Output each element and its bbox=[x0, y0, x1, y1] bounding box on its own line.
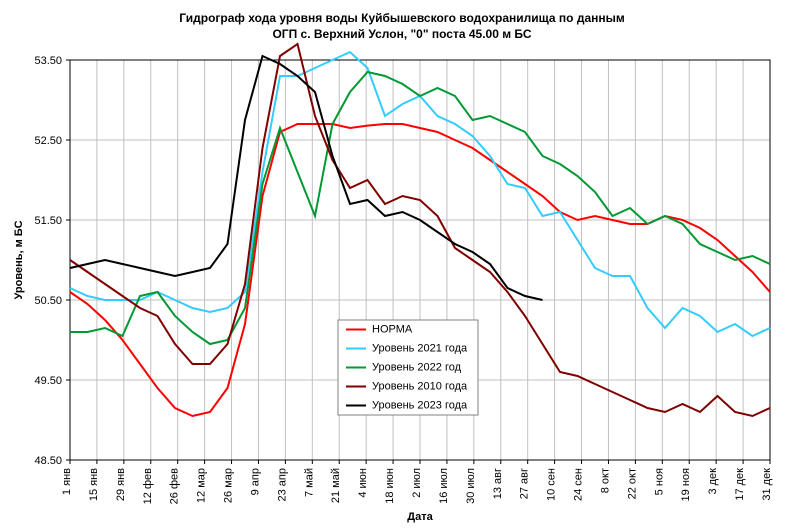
chart-container: { "chart": { "type": "line", "title_line… bbox=[0, 0, 804, 529]
x-tick-label: 24 сен bbox=[573, 468, 585, 501]
x-tick-label: 26 фев bbox=[169, 468, 181, 504]
y-tick-label: 49.50 bbox=[34, 375, 62, 387]
x-tick-label: 12 мар bbox=[196, 468, 208, 503]
x-tick-label: 13 авг bbox=[492, 468, 504, 499]
x-tick-label: 15 янв bbox=[88, 468, 100, 501]
y-tick-label: 51.50 bbox=[34, 215, 62, 227]
x-tick-label: 5 ноя bbox=[653, 468, 665, 495]
x-tick-label: 31 дек bbox=[761, 468, 773, 501]
y-tick-label: 50.50 bbox=[34, 295, 62, 307]
x-tick-label: 9 апр bbox=[249, 468, 261, 495]
x-tick-label: 1 янв bbox=[61, 468, 73, 495]
x-tick-label: 17 дек bbox=[734, 468, 746, 501]
hydrograph-chart: Гидрограф хода уровня воды Куйбышевского… bbox=[0, 0, 804, 529]
legend-label: Уровень 2021 года bbox=[372, 342, 468, 354]
x-tick-label: 29 янв bbox=[115, 468, 127, 501]
x-tick-label: 23 апр bbox=[276, 468, 288, 501]
y-tick-label: 53.50 bbox=[34, 55, 62, 67]
x-tick-label: 19 ноя bbox=[680, 468, 692, 501]
x-tick-label: 2 июл bbox=[411, 468, 423, 498]
x-tick-label: 7 май bbox=[303, 468, 315, 497]
x-axis-label: Дата bbox=[407, 511, 433, 523]
x-tick-label: 8 окт bbox=[599, 468, 611, 493]
x-tick-label: 26 мар bbox=[223, 468, 235, 503]
legend-label: Уровень 2010 года bbox=[372, 380, 468, 392]
x-tick-label: 30 июл bbox=[465, 468, 477, 504]
chart-title-2: ОГП с. Верхний Услон, "0" поста 45.00 м … bbox=[272, 27, 531, 41]
x-tick-label: 27 авг bbox=[519, 468, 531, 499]
x-tick-label: 12 фев bbox=[142, 468, 154, 504]
chart-title-1: Гидрограф хода уровня воды Куйбышевского… bbox=[179, 11, 625, 25]
x-tick-label: 18 июн bbox=[384, 468, 396, 504]
y-tick-label: 52.50 bbox=[34, 135, 62, 147]
y-tick-label: 48.50 bbox=[34, 455, 62, 467]
x-tick-label: 4 июн bbox=[357, 468, 369, 498]
x-tick-label: 10 сен bbox=[546, 468, 558, 501]
x-tick-label: 21 май bbox=[330, 468, 342, 503]
y-axis-label: Уровень, м БС bbox=[13, 220, 25, 299]
x-tick-label: 22 окт bbox=[626, 468, 638, 499]
x-tick-label: 3 дек bbox=[707, 468, 719, 495]
legend-label: Уровень 2022 год bbox=[372, 361, 462, 373]
legend-label: НОРМА bbox=[372, 323, 413, 335]
legend-label: Уровень 2023 года bbox=[372, 399, 468, 411]
x-tick-label: 16 июл bbox=[438, 468, 450, 504]
